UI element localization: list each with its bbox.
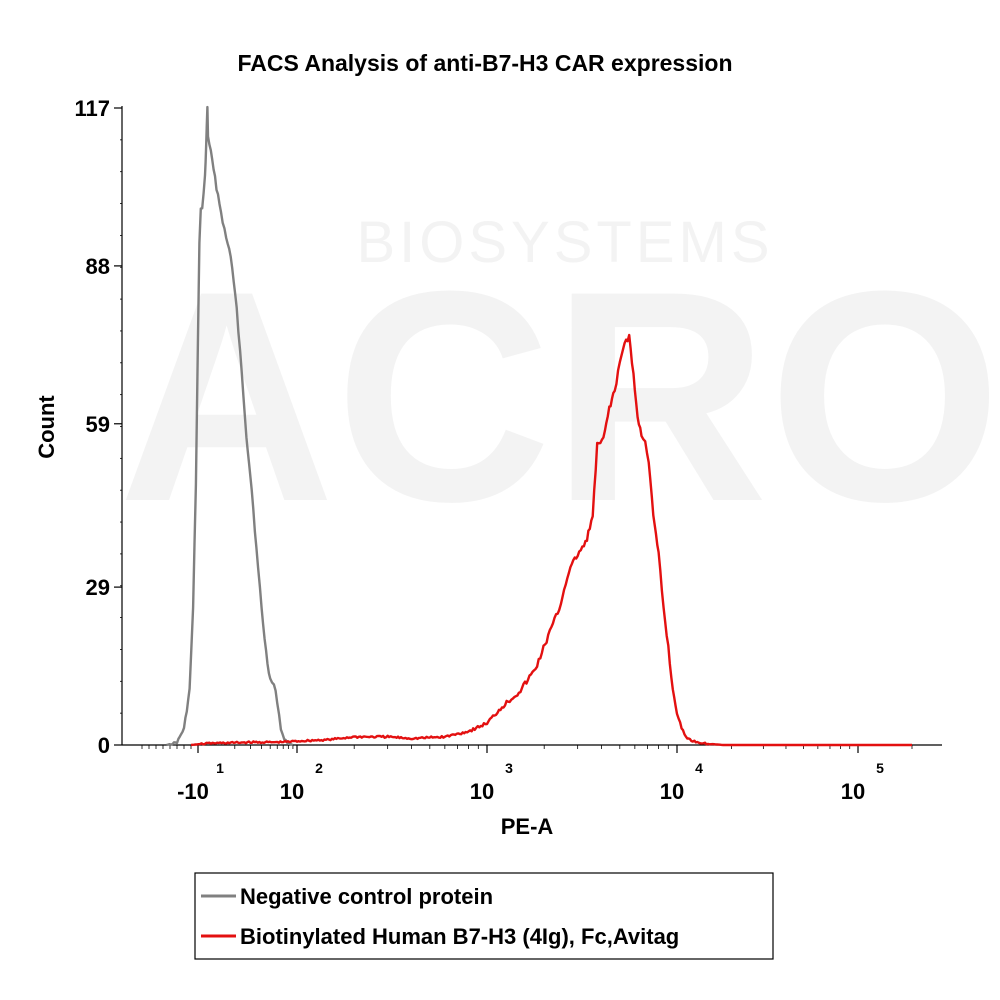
y-tick-label: 59 [86, 412, 110, 437]
x-tick-exponent: 4 [695, 760, 703, 776]
series-line-biotinylated-b7-h3 [190, 333, 912, 747]
legend-box [194, 872, 774, 960]
y-tick-label: 29 [86, 575, 110, 600]
series-lines [166, 105, 912, 747]
legend-label-negative-control: Negative control protein [240, 884, 493, 909]
x-axis: -10 1 10 2 10 3 10 4 10 5 [122, 744, 942, 804]
x-tick-exponent: 2 [315, 760, 323, 776]
legend: Negative control protein Biotinylated Hu… [194, 872, 774, 960]
x-tick-exponent: 5 [876, 760, 884, 776]
series-line-negative-control [166, 105, 294, 747]
x-tick-label: 10 [470, 779, 494, 804]
chart-title: FACS Analysis of anti-B7-H3 CAR expressi… [237, 50, 732, 76]
x-tick-exponent: 3 [505, 760, 513, 776]
watermark-brand: ACRO [118, 228, 1000, 564]
y-tick-label: 117 [75, 96, 111, 121]
x-tick-exponent: 1 [216, 760, 224, 776]
y-axis: 0 29 59 88 117 [75, 96, 123, 758]
watermark: ACRO BIOSYSTEMS [118, 210, 1000, 564]
x-tick-label: 10 [660, 779, 684, 804]
x-tick-label: -10 [177, 779, 209, 804]
y-axis-label: Count [34, 395, 59, 459]
watermark-subtitle: BIOSYSTEMS [356, 210, 773, 275]
y-tick-label: 88 [86, 254, 110, 279]
x-tick-label: 10 [280, 779, 304, 804]
legend-label-biotinylated-b7-h3: Biotinylated Human B7-H3 (4Ig), Fc,Avita… [240, 924, 679, 949]
x-tick-label: 10 [841, 779, 865, 804]
y-tick-label: 0 [98, 733, 110, 758]
x-axis-label: PE-A [501, 814, 554, 839]
